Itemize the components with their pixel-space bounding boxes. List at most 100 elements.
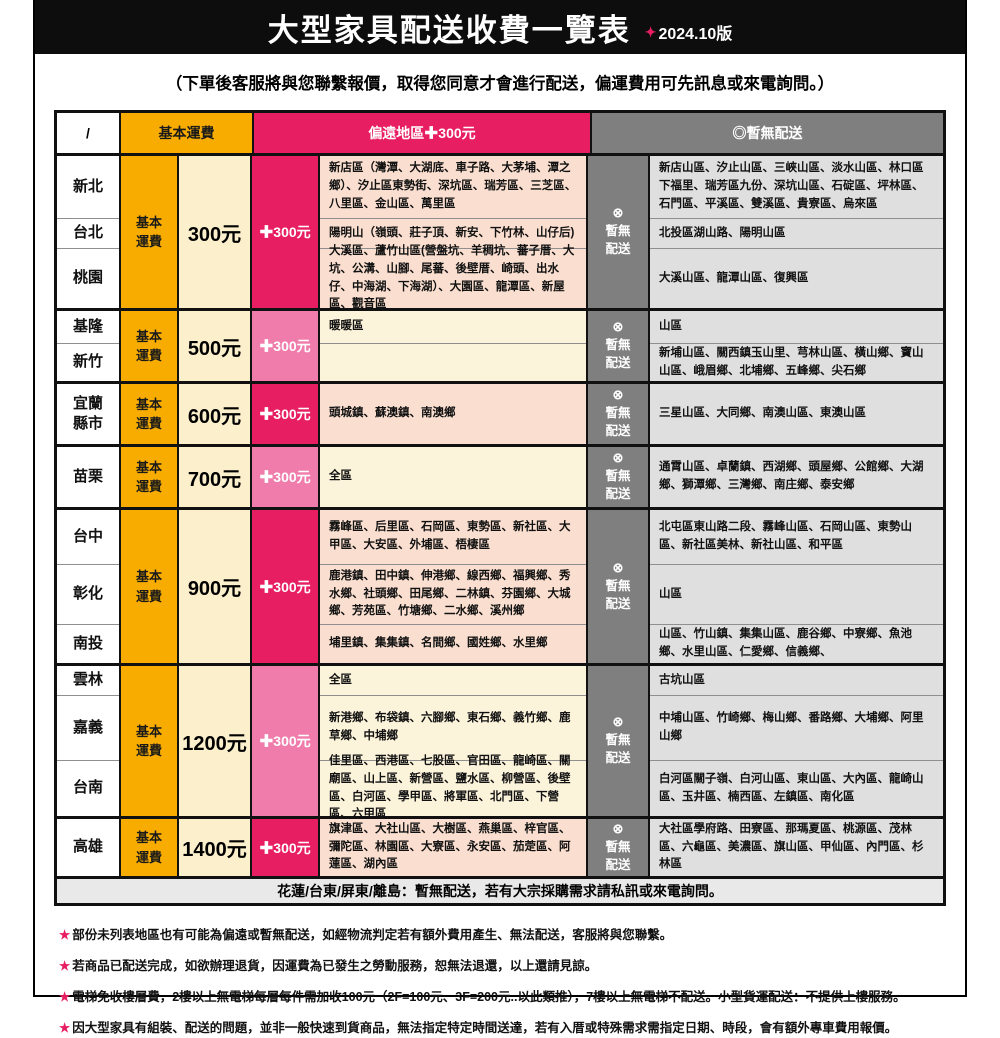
no-delivery-areas-cell: 新店山區、汐止山區、三峽山區、淡水山區、林口區下福里、瑞芳區九份、深坑山區、石碇… xyxy=(650,156,943,219)
base-fee-label: 基本運費 xyxy=(135,328,162,364)
price-value: 600元 xyxy=(187,405,242,428)
col-ndd-column: 山區 新埔山區、關西鎮玉山里、芎林山區、橫山鄉、寶山山區、峨眉鄉、北埔鄉、五峰鄉、… xyxy=(650,311,943,381)
bottom-banner: 花蓮/台東/屏東/離島：暫無配送，若有大宗採購需求請私訊或來電詢問。 xyxy=(54,879,946,906)
base-fee-label: 基本運費 xyxy=(135,214,162,250)
remote-areas-text: 埔里鎮、集集鎮、名間鄉、國姓鄉、水里鄉 xyxy=(329,637,548,650)
base-fee-cell: 基本運費 xyxy=(121,156,179,308)
region-cell: 台北 xyxy=(57,219,119,249)
base-fee-label: 基本運費 xyxy=(135,569,162,604)
remote-areas-cell: 霧峰區、后里區、石岡區、東勢區、新社區、大甲區、大安區、外埔區、梧棲區 xyxy=(320,510,586,565)
footnote-line: ★ 因大型家具有組裝、配送的問題，並非一般快速到貨商品，無法指定特定時間送達，若有… xyxy=(59,1019,941,1037)
remote-areas-cell xyxy=(320,344,586,381)
remote-surcharge-label: ✚300元 xyxy=(259,338,311,354)
price-value: 1200元 xyxy=(182,732,247,755)
remote-areas-text: 全區 xyxy=(329,673,352,686)
price-value: 1400元 xyxy=(182,839,247,861)
region-cell: 基隆 xyxy=(57,311,119,344)
region-name: 桃園 xyxy=(72,269,103,287)
no-delivery-label: 暫無配送 xyxy=(605,469,631,502)
remote-areas-text: 鹿港鎮、田中鎮、伸港鄉、線西鄉、福興鄉、秀水鄉、社頭鄉、田尾鄉、二林鎮、芬園鄉、… xyxy=(329,569,571,618)
page-frame: 大型家具配送收費一覽表 ✦ 2024.10版 （下單後客服將與您聯繫報價，取得您… xyxy=(33,0,967,1035)
no-delivery-label: 暫無配送 xyxy=(605,839,631,872)
base-fee-label: 基本運費 xyxy=(135,723,162,759)
no-delivery-areas-text: 大溪山區、龍潭山區、復興區 xyxy=(659,271,809,284)
no-delivery-icon: ⊗ xyxy=(612,714,624,730)
no-delivery-areas-cell: 山區 xyxy=(650,565,943,625)
fee-group: 新北 台北 桃園 基本運費 300元 ✚300元 新店區（灣潭、大湖底、車子路、大茅埔、潭之… xyxy=(57,153,943,310)
base-fee-label: 基本運費 xyxy=(135,396,162,432)
base-fee-cell: 基本運費 xyxy=(121,510,179,663)
col-remote-column: 霧峰區、后里區、石岡區、東勢區、新社區、大甲區、大安區、外埔區、梧棲區 鹿港鎮、田… xyxy=(320,510,588,663)
no-delivery-icon: ⊗ xyxy=(612,387,624,403)
price-cell: 1400元 xyxy=(179,819,252,876)
no-delivery-areas-text: 北投區湖山路、陽明山區 xyxy=(659,226,786,239)
base-fee-cell: 基本運費 xyxy=(121,447,179,507)
no-delivery-areas-cell: 中埔山區、竹崎鄉、梅山鄉、番路鄉、大埔鄉、阿里山鄉 xyxy=(650,696,943,761)
no-delivery-areas-cell: 古坑山區 xyxy=(650,666,943,696)
col-ndd-column: 古坑山區 中埔山區、竹崎鄉、梅山鄉、番路鄉、大埔鄉、阿里山鄉 白河區關子嶺、白河山區… xyxy=(650,666,943,816)
remote-surcharge-cell: ✚300元 xyxy=(252,384,320,444)
region-name: 彰化 xyxy=(72,585,103,603)
remote-surcharge-cell: ✚300元 xyxy=(252,311,320,381)
col-region-column: 苗栗 xyxy=(57,447,121,507)
remote-areas-text: 新店區（灣潭、大湖底、車子路、大茅埔、潭之鄉）、汐止區東勢街、深坑區、瑞芳區、三… xyxy=(329,162,577,210)
footnote-text: 因大型家具有組裝、配送的問題，並非一般快速到貨商品，無法指定特定時間送達，若有入… xyxy=(72,1021,898,1036)
remote-areas-cell: 大溪區、蘆竹山區(營盤坑、羊稠坑、蕃子厝、大坑、公溝、山腳、尾蕃、後壁厝、崎頭、… xyxy=(320,245,586,310)
footnote-text: 若商品已配送完成，如欲辦理退貨，因運費為已發生之勞動服務，恕無法退還，以上還請見… xyxy=(72,959,598,974)
remote-areas-cell: 暖暖區 xyxy=(320,311,586,344)
page-title: 大型家具配送收費一覽表 xyxy=(267,12,631,48)
fee-sheet: / 基本運費 偏遠地區✚300元 ◎暫無配送 新北 台北 桃園 基本運費 300元 ✚30… xyxy=(54,110,946,906)
col-region-column: 高雄 xyxy=(57,819,121,876)
star-icon: ★ xyxy=(59,959,71,974)
remote-areas-cell: 全區 xyxy=(320,666,586,696)
remote-areas-text: 新港鄉、布袋鎮、六腳鄉、東石鄉、義竹鄉、鹿草鄉、中埔鄉 xyxy=(329,712,571,742)
no-delivery-areas-cell: 大溪山區、龍潭山區、復興區 xyxy=(650,249,943,308)
price-value: 300元 xyxy=(187,223,242,246)
no-delivery-label: 暫無配送 xyxy=(605,578,631,611)
footnotes: ★ 部份未列表地區也有可能為偏遠或暫無配送，如經物流判定若有額外費用產生、無法配送… xyxy=(35,906,965,1038)
col-region-column: 宜蘭縣市 xyxy=(57,384,121,444)
footnote-line: ★ 部份未列表地區也有可能為偏遠或暫無配送，如經物流判定若有額外費用產生、無法配送… xyxy=(59,926,941,944)
col-ndd-column: 北屯區東山路二段、霧峰山區、石岡山區、東勢山區、新社區美林、新社山區、和平區 山區… xyxy=(650,510,943,663)
header-cell-region: / xyxy=(57,113,121,153)
col-ndd-column: 三星山區、大同鄉、南澳山區、東澳山區 xyxy=(650,384,943,444)
no-delivery-label-cell: ⊗ 暫無配送 xyxy=(588,156,650,308)
no-delivery-areas-cell: 通霄山區、卓蘭鎮、西湖鄉、頭屋鄉、公館鄉、大湖鄉、獅潭鄉、三灣鄉、南庄鄉、泰安鄉 xyxy=(650,447,943,507)
price-cell: 300元 xyxy=(179,156,252,308)
remote-surcharge-cell: ✚300元 xyxy=(252,156,320,308)
col-remote-column: 頭城鎮、蘇澳鎮、南澳鄉 xyxy=(320,384,588,444)
region-cell: 高雄 xyxy=(57,819,119,876)
fee-group: 高雄 基本運費 1400元 ✚300元 旗津區、大社山區、大樹區、燕巢區、梓官區、彌陀區… xyxy=(57,816,943,876)
footnote-line: ★ 若商品已配送完成，如欲辦理退貨，因運費為已發生之勞動服務，恕無法退還，以上還請… xyxy=(59,957,941,975)
region-cell: 嘉義 xyxy=(57,696,119,761)
title-bar: 大型家具配送收費一覽表 ✦ 2024.10版 xyxy=(35,0,965,54)
no-delivery-areas-text: 古坑山區 xyxy=(659,673,705,686)
footnote-line: ★ 電梯免收樓層費，2樓以上無電梯每層每件需加收100元（2F=100元、3F=2… xyxy=(59,988,941,1006)
remote-areas-text: 暖暖區 xyxy=(329,320,364,333)
price-cell: 500元 xyxy=(179,311,252,381)
remote-areas-cell: 全區 xyxy=(320,447,586,507)
remote-areas-text: 全區 xyxy=(329,470,352,483)
no-delivery-areas-text: 三星山區、大同鄉、南澳山區、東澳山區 xyxy=(659,407,866,420)
footnote-text: 部份未列表地區也有可能為偏遠或暫無配送，如經物流判定若有額外費用產生、無法配送，… xyxy=(72,928,673,942)
region-name: 台北 xyxy=(72,224,103,242)
no-delivery-areas-cell: 山區 xyxy=(650,311,943,344)
no-delivery-label-cell: ⊗ 暫無配送 xyxy=(588,447,650,507)
no-delivery-areas-cell: 北屯區東山路二段、霧峰山區、石岡山區、東勢山區、新社區美林、新社山區、和平區 xyxy=(650,510,943,565)
col-remote-column: 新店區（灣潭、大湖底、車子路、大茅埔、潭之鄉）、汐止區東勢街、深坑區、瑞芳區、三… xyxy=(320,156,588,310)
region-cell: 雲林 xyxy=(57,666,119,696)
subtitle-note: （下單後客服將與您聯繫報價，取得您同意才會進行配送，偏運費用可先訊息或來電詢問。… xyxy=(165,75,835,93)
table-header-row: / 基本運費 偏遠地區✚300元 ◎暫無配送 xyxy=(57,113,943,153)
price-value: 700元 xyxy=(187,468,242,491)
version-label: 2024.10版 xyxy=(658,26,733,43)
remote-surcharge-cell: ✚300元 xyxy=(252,666,320,816)
no-delivery-label-cell: ⊗ 暫無配送 xyxy=(588,819,650,876)
fee-group: 宜蘭縣市 基本運費 600元 ✚300元 頭城鎮、蘇澳鎮、南澳鄉 ⊗ 暫無配送 三星山區、大同… xyxy=(57,381,943,444)
no-delivery-areas-text: 新店山區、汐止山區、三峽山區、淡水山區、林口區下福里、瑞芳區九份、深坑山區、石碇… xyxy=(659,162,924,210)
remote-surcharge-label: ✚300元 xyxy=(259,578,311,595)
remote-surcharge-label: ✚300元 xyxy=(259,839,311,856)
remote-areas-cell: 旗津區、大社山區、大樹區、燕巢區、梓官區、彌陀區、林園區、大寮區、永安區、茄萣區… xyxy=(320,819,586,876)
no-delivery-label-cell: ⊗ 暫無配送 xyxy=(588,666,650,816)
region-cell: 苗栗 xyxy=(57,447,119,507)
region-name: 基隆 xyxy=(72,317,103,335)
